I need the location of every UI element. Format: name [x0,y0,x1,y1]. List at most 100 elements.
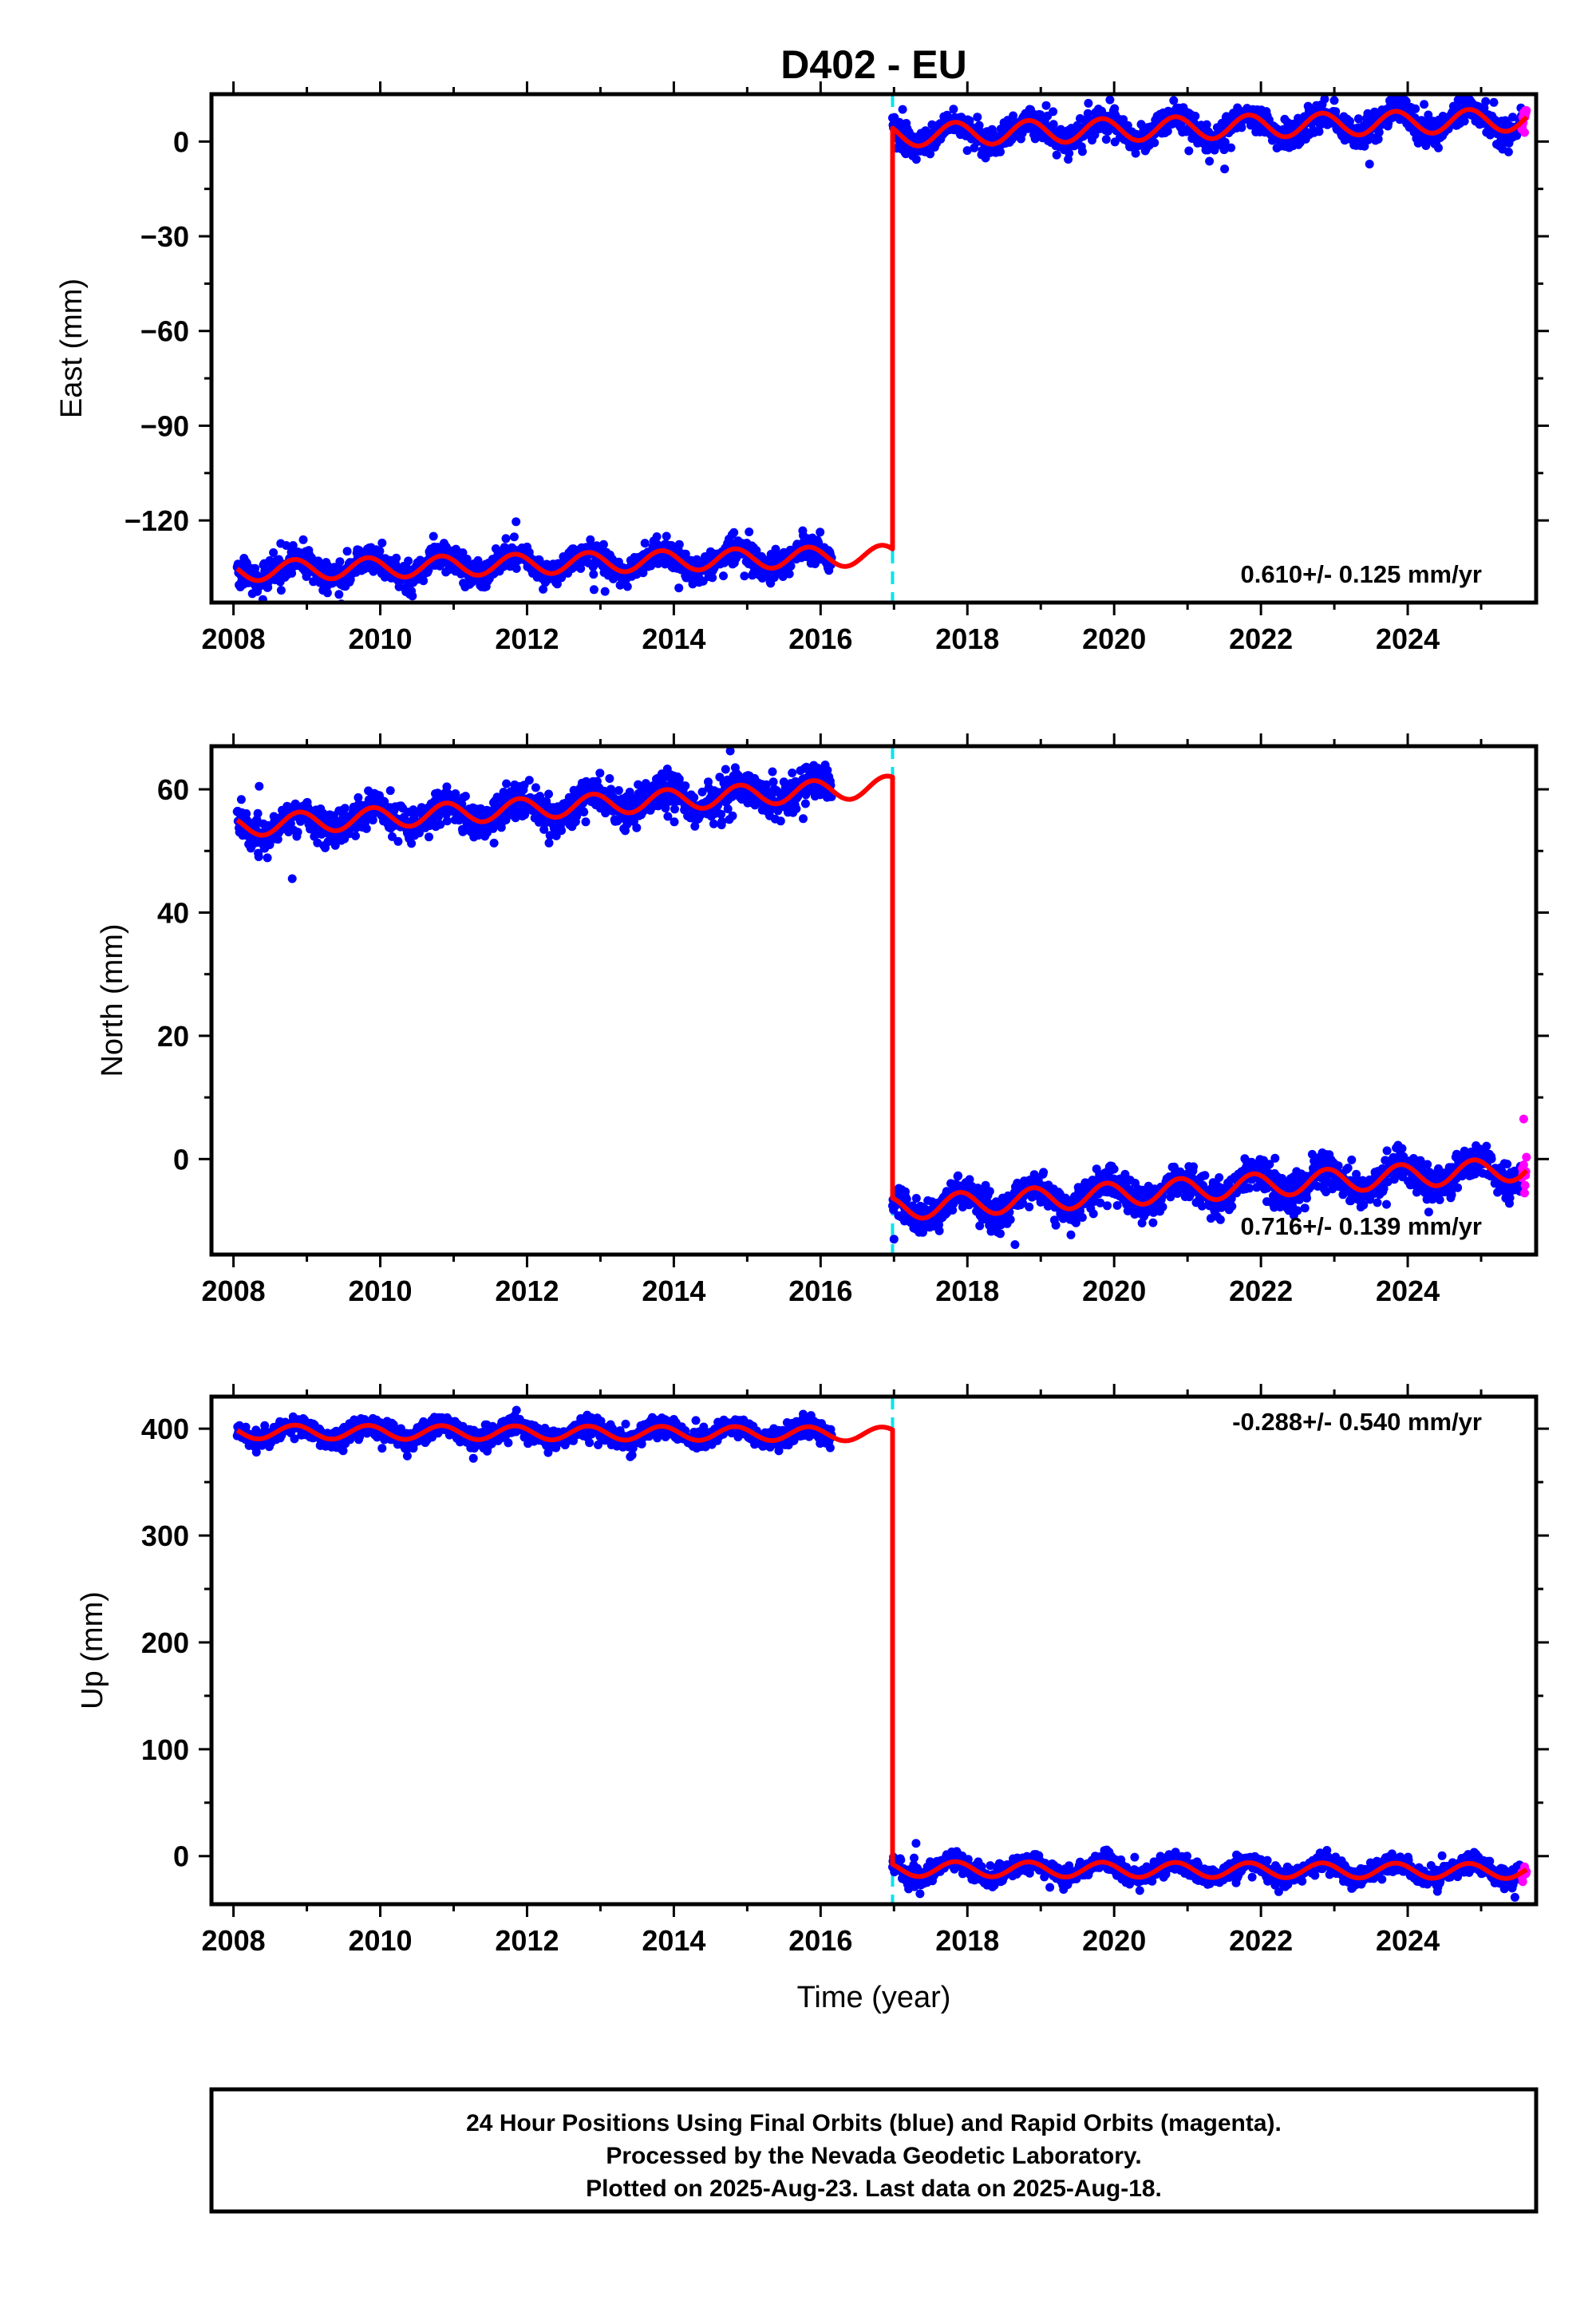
east-final-point [771,544,780,554]
east-final-point [1434,143,1443,152]
east-final-point [681,549,690,559]
north-final-point [351,831,360,840]
east-final-point [674,583,684,593]
north-final-point [1025,1202,1034,1211]
north-final-point [1215,1173,1224,1182]
east-rapid-point [1522,106,1531,115]
east-final-point [419,576,429,586]
east-plot-area [232,94,1531,603]
east-final-point [1424,110,1433,120]
north-final-point [1215,1215,1225,1224]
north-final-point [557,826,567,836]
east-final-point [298,535,308,544]
north-final-point [524,776,534,785]
east-x-tick-label: 2022 [1229,622,1293,655]
east-y-tick-label: −30 [140,220,189,253]
east-final-point [962,146,972,156]
north-final-point [788,769,797,777]
east-final-point [576,563,586,573]
east-final-point [1353,114,1363,124]
east-final-point [1163,126,1172,136]
east-final-point [965,116,974,125]
east-final-point [949,105,958,114]
north-final-point [605,774,614,783]
east-final-point [708,573,717,583]
east-x-tick-label: 2008 [202,622,266,655]
north-final-point [385,786,395,796]
east-final-point [377,538,387,547]
east-final-point [512,563,521,573]
north-final-point [531,783,540,792]
east-final-point [1041,101,1051,110]
east-final-point [335,557,345,567]
east-final-point [501,534,511,543]
north-final-point [263,853,272,863]
north-final-point [1302,1193,1311,1203]
north-final-point [934,1226,944,1235]
east-axes-frame [209,92,1539,605]
east-data-points [232,94,1531,603]
east-final-point [1331,107,1341,117]
east-final-point [598,539,608,549]
east-final-point [1119,115,1128,124]
north-final-point [1088,1209,1098,1219]
east-final-point [719,571,728,581]
north-final-point [689,792,699,802]
east-final-point [1374,128,1384,137]
north-final-point [1039,1168,1049,1177]
east-final-point [1373,134,1383,144]
east-final-point [1481,97,1491,106]
east-final-point [1420,100,1429,109]
east-final-point [1101,135,1111,144]
east-final-point [973,113,982,122]
north-final-point [721,765,730,774]
east-rate-annotation: 0.610+/- 0.125 mm/yr [1241,560,1482,588]
north-final-point [1300,1203,1310,1213]
east-final-point [622,582,632,591]
east-final-point [1220,137,1230,147]
east-final-point [512,517,521,527]
east-y-axis-label: East (mm) [55,279,89,418]
east-final-point [638,568,648,578]
east-y-tick-label: 0 [173,125,189,158]
north-final-point [393,836,403,846]
east-final-point [392,553,401,563]
north-final-point [681,781,690,791]
north-final-point [792,804,801,813]
north-final-point [502,779,512,788]
east-final-point [646,561,656,571]
north-final-point [709,819,718,828]
east-final-point [539,584,548,594]
north-final-point [728,811,737,820]
east-y-tick-label: −60 [140,315,189,348]
east-final-point [322,588,332,598]
east-final-point [342,547,352,556]
east-final-point [276,586,286,595]
east-final-point [1205,156,1215,166]
north-final-point [911,1194,921,1203]
east-final-point [1365,160,1374,169]
east-final-point [1220,164,1230,174]
north-final-point [544,789,553,799]
east-x-tick-label: 2024 [1376,622,1440,655]
east-final-point [1191,112,1200,121]
east-final-point [1131,148,1140,158]
east-final-point [1123,121,1132,130]
east-final-point [1084,98,1093,108]
north-final-point [800,799,810,808]
east-final-point [499,562,508,571]
east-final-point [1049,107,1058,117]
north-final-point [996,1229,1005,1239]
east-final-point [816,528,825,537]
east-final-point [600,587,610,596]
east-final-point [288,541,298,550]
east-panel: 2008 2010 2012 2014 2016 2018 2020 2022 20240−30… [55,81,1549,655]
north-final-point [544,838,554,848]
north-final-point [1005,1215,1015,1224]
east-final-point [784,569,794,579]
north-final-point [799,814,808,824]
east-final-point [640,539,650,548]
east-x-tick-label: 2020 [1082,622,1146,655]
east-final-point [1090,130,1100,140]
north-final-point [1051,1220,1061,1230]
